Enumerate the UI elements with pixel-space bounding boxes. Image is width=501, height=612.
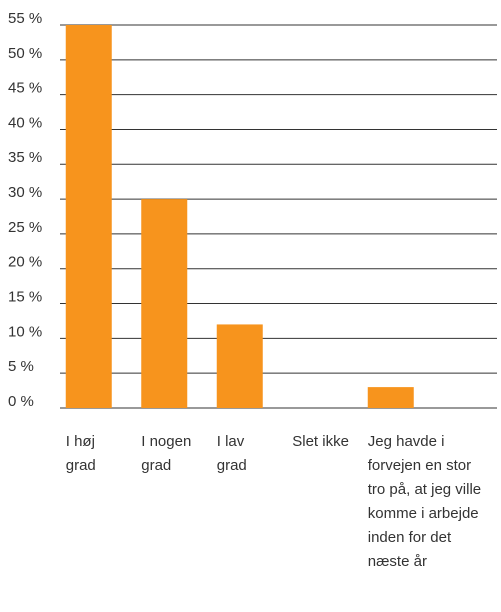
- x-tick-label: Slet ikke: [292, 433, 349, 450]
- plot: 0 % 5 % 10 % 15 % 20 % 25 % 30 % 35 % 40 % 45 % 50…: [8, 10, 497, 410]
- y-tick-label: 15 %: [8, 289, 42, 306]
- y-tick-label: 10 %: [8, 323, 42, 340]
- bar: [216, 324, 263, 408]
- y-tick-label: 55 %: [8, 10, 42, 27]
- y-tick-label: 40 %: [8, 114, 42, 131]
- bar: [367, 387, 414, 408]
- y-tick-label: 25 %: [8, 219, 42, 236]
- y-tick-label: 5 %: [8, 358, 34, 375]
- x-tick-label: I lav grad: [216, 433, 247, 474]
- bar: [141, 199, 188, 408]
- y-tick-label: 20 %: [8, 254, 42, 271]
- x-tick-label: I nogen grad: [141, 433, 192, 474]
- y-tick-label: 50 %: [8, 45, 42, 62]
- y-tick-label: 30 %: [8, 184, 42, 201]
- y-tick-label: 45 %: [8, 80, 42, 97]
- y-tick-label: 0 %: [8, 393, 34, 410]
- x-tick-label: Jeg havde i forvejen en stor tro på, at …: [367, 433, 482, 570]
- bar: [65, 25, 112, 408]
- x-tick-label: I høj grad: [65, 433, 96, 474]
- y-tick-label: 35 %: [8, 149, 42, 166]
